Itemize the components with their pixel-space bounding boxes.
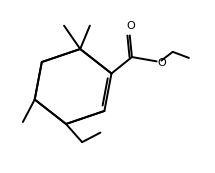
Text: O: O xyxy=(158,58,166,68)
Text: O: O xyxy=(126,21,135,31)
